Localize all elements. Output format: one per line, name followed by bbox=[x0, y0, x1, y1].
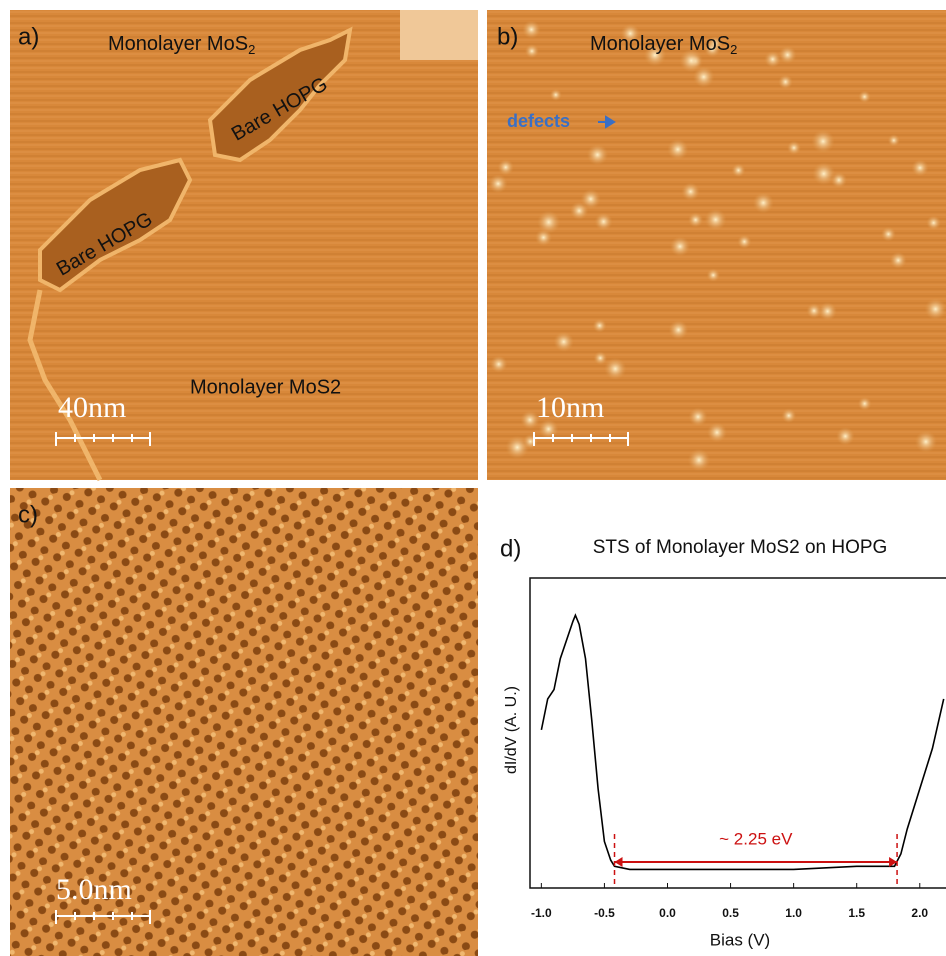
x-tick-label: 2.0 bbox=[911, 906, 928, 920]
annotation: Monolayer MoS2 bbox=[190, 376, 341, 398]
defect-spot bbox=[781, 408, 796, 423]
defect-spot bbox=[806, 303, 821, 318]
panel-label: b) bbox=[497, 23, 518, 50]
defect-spot bbox=[550, 89, 562, 101]
chart-title: STS of Monolayer MoS2 on HOPG bbox=[593, 537, 888, 558]
annotation-text: Monolayer MoS bbox=[108, 33, 248, 55]
panel-label: d) bbox=[500, 535, 521, 562]
defect-spot bbox=[836, 427, 855, 446]
scale-bar-label: 5.0nm bbox=[56, 873, 132, 906]
defect-spot bbox=[732, 163, 746, 177]
x-tick-label: 1.0 bbox=[785, 906, 802, 920]
panel-d: d) STS of Monolayer MoS2 on HOPG dI/dV (… bbox=[500, 535, 946, 949]
panel-label: c) bbox=[18, 501, 38, 528]
panel-c: c) 5.0nm bbox=[10, 488, 478, 956]
defect-spot bbox=[888, 134, 900, 146]
scale-bar-label: 10nm bbox=[536, 391, 604, 424]
scale-bar-label: 40nm bbox=[58, 391, 126, 424]
defect-spot bbox=[670, 236, 690, 256]
defect-spot bbox=[915, 431, 937, 453]
defect-spot bbox=[778, 75, 793, 90]
annotation: Monolayer MoS2 bbox=[108, 33, 255, 57]
x-tick-label: 0.0 bbox=[659, 906, 676, 920]
defect-spot bbox=[707, 422, 727, 442]
x-tick-label: 1.5 bbox=[848, 906, 865, 920]
defect-spot bbox=[881, 227, 896, 242]
defect-spot bbox=[593, 319, 607, 333]
defect-spot bbox=[693, 66, 715, 88]
defect-spot bbox=[764, 51, 781, 68]
defect-spot bbox=[498, 159, 514, 175]
bright-region bbox=[400, 10, 478, 60]
defect-spot bbox=[737, 235, 751, 249]
defect-spot bbox=[688, 212, 703, 227]
annotation: defects bbox=[507, 111, 570, 131]
defect-spot bbox=[587, 144, 608, 165]
figure: a) Monolayer MoS2 Bare HOPG Bare HOPG Mo… bbox=[0, 0, 946, 956]
defect-spot bbox=[594, 351, 608, 365]
x-axis-label: Bias (V) bbox=[710, 930, 770, 949]
x-tick-label: -1.0 bbox=[531, 906, 552, 920]
defect-spot bbox=[525, 44, 539, 58]
defect-spot bbox=[595, 213, 613, 231]
defect-spot bbox=[689, 407, 708, 426]
defect-spot bbox=[926, 215, 941, 230]
defect-spot bbox=[753, 192, 774, 213]
defect-spot bbox=[554, 332, 574, 352]
annotation: ~ 2.25 eV bbox=[719, 829, 793, 848]
defect-spot bbox=[707, 268, 720, 281]
defect-spot bbox=[811, 130, 834, 153]
defect-spot bbox=[489, 174, 508, 193]
panel-a: a) Monolayer MoS2 Bare HOPG Bare HOPG Mo… bbox=[10, 10, 478, 480]
defect-spot bbox=[604, 358, 626, 380]
defect-spot bbox=[669, 320, 689, 340]
defect-spot bbox=[522, 20, 540, 38]
defect-spot bbox=[787, 141, 801, 155]
x-tick-label: 0.5 bbox=[722, 906, 739, 920]
panel-label: a) bbox=[18, 23, 39, 50]
defect-spot bbox=[911, 159, 928, 176]
defect-spot bbox=[812, 162, 835, 185]
annotation-text: Monolayer MoS bbox=[590, 33, 730, 55]
annotation: Monolayer MoS2 bbox=[590, 33, 737, 57]
y-axis-label: dI/dV (A. U.) bbox=[503, 686, 520, 774]
panel-b: b) Monolayer MoS2 defects 10nm bbox=[487, 10, 946, 480]
defect-spot bbox=[705, 209, 727, 231]
defect-spot bbox=[890, 252, 907, 269]
subscript: 2 bbox=[248, 42, 255, 57]
defect-spot bbox=[581, 189, 601, 209]
defect-spot bbox=[523, 434, 538, 449]
defect-spot bbox=[490, 355, 507, 372]
x-tick-label: -0.5 bbox=[594, 906, 615, 920]
defect-spot bbox=[688, 449, 711, 472]
defect-spot bbox=[925, 298, 946, 320]
defect-spot bbox=[779, 46, 797, 64]
defect-spot bbox=[681, 182, 699, 200]
subscript: 2 bbox=[730, 42, 737, 57]
defect-spot bbox=[535, 229, 552, 246]
defect-spot bbox=[858, 91, 870, 103]
defect-spot bbox=[858, 397, 872, 411]
defect-spot bbox=[667, 139, 688, 160]
